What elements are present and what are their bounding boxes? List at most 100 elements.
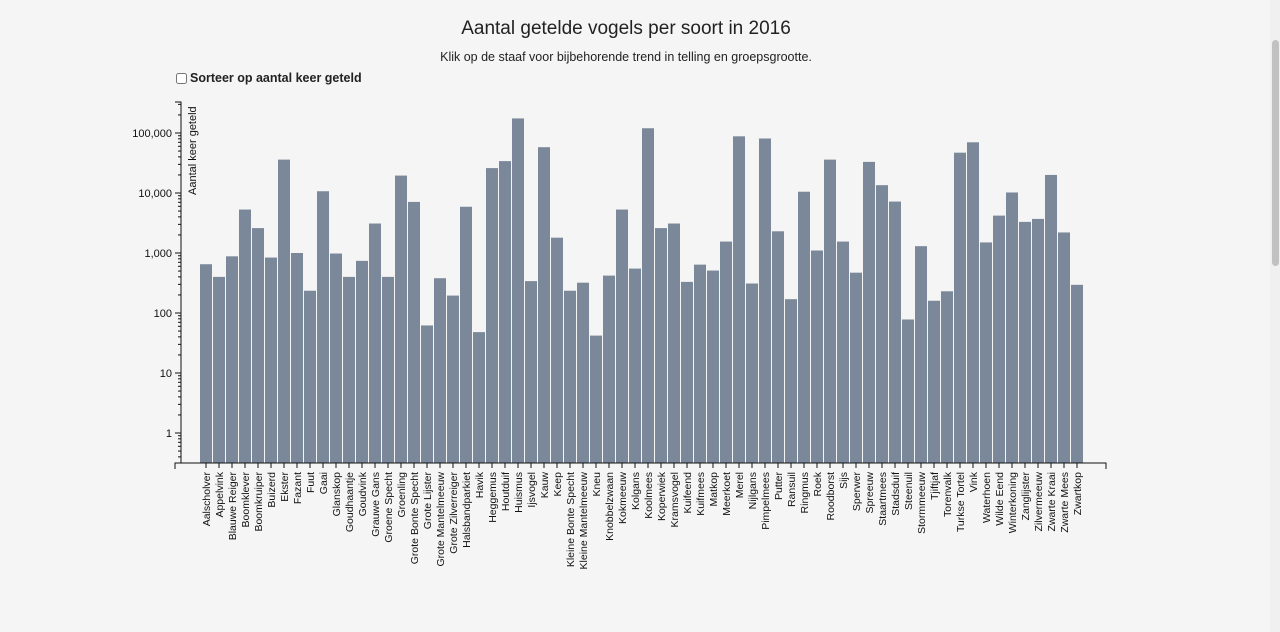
bar-heggemus[interactable] [486, 168, 498, 463]
x-tick-label: Halsbandparkiet [461, 472, 473, 548]
bar-zilvermeeuw[interactable] [1032, 218, 1044, 463]
bar-kneu[interactable] [590, 335, 602, 463]
bar-grote-lijster[interactable] [421, 325, 433, 463]
bar-nijlgans[interactable] [746, 283, 758, 463]
bar-kramsvogel[interactable] [668, 223, 680, 463]
bar-ransuil[interactable] [785, 299, 797, 463]
bar-sperwer[interactable] [850, 272, 862, 463]
bar-appelvink[interactable] [213, 276, 225, 463]
bar-ijsvogel[interactable] [525, 281, 537, 463]
bar-waterhoen[interactable] [980, 242, 992, 463]
bar-grote-mantelmeeuw[interactable] [434, 278, 446, 463]
bar-halsbandparkiet[interactable] [460, 206, 472, 463]
x-tick-label: Vink [968, 471, 980, 492]
x-tick-label: Kuifeend [682, 472, 694, 514]
chart-subtitle: Klik op de staaf voor bijbehorende trend… [440, 50, 812, 64]
x-tick-label: Koperwiek [656, 471, 668, 521]
x-tick-label: Houtduif [500, 472, 512, 511]
x-tick-label: Steenuil [903, 472, 915, 510]
x-tick-label: Appelvink [214, 471, 226, 517]
bar-grote-zilverreiger[interactable] [447, 295, 459, 463]
bar-kokmeeuw[interactable] [616, 209, 628, 463]
x-tick-label: Sperwer [851, 472, 863, 512]
bar-roek[interactable] [811, 250, 823, 463]
bar-knobbelzwaan[interactable] [603, 275, 615, 463]
scrollbar-track[interactable] [1270, 0, 1280, 632]
y-tick-label: 1,000 [144, 248, 172, 260]
bar-kolgans[interactable] [629, 268, 641, 463]
bar-merel[interactable] [733, 136, 745, 463]
bar-kuifmees[interactable] [694, 264, 706, 463]
bar-buizerd[interactable] [265, 257, 277, 463]
bar-wilde-eend[interactable] [993, 215, 1005, 463]
bar-havik[interactable] [473, 332, 485, 463]
bar-putter[interactable] [772, 231, 784, 463]
bar-kleine-mantelmeeuw[interactable] [577, 282, 589, 463]
bar-goudhaantje[interactable] [343, 276, 355, 463]
bar-turkse-tortel[interactable] [954, 152, 966, 463]
bar-houtduif[interactable] [499, 161, 511, 463]
x-tick-label: Grote Lijster [422, 471, 434, 529]
bar-fazant[interactable] [291, 253, 303, 463]
bar-koolmees[interactable] [642, 128, 654, 463]
bar-boomklever[interactable] [239, 209, 251, 463]
bar-matkop[interactable] [707, 270, 719, 463]
bar-ringmus[interactable] [798, 191, 810, 463]
x-tick-label: Meerkoet [721, 472, 733, 516]
bar-zwartkop[interactable] [1071, 284, 1083, 463]
scrollbar-thumb[interactable] [1272, 40, 1279, 266]
bar-staartmees[interactable] [876, 185, 888, 463]
bar-sijs[interactable] [837, 241, 849, 463]
x-tick-label: Kokmeeuw [617, 472, 629, 524]
x-tick-label: Buizerd [266, 472, 278, 508]
bar-vink[interactable] [967, 142, 979, 463]
bar-keep[interactable] [551, 237, 563, 463]
bar-zwarte-mees[interactable] [1058, 232, 1070, 463]
x-tick-label: Kolgans [630, 472, 642, 510]
bar-torenvalk[interactable] [941, 291, 953, 463]
bar-roodborst[interactable] [824, 159, 836, 463]
bar-kleine-bonte-specht[interactable] [564, 290, 576, 463]
x-tick-label: Kleine Mantelmeeuw [578, 472, 590, 570]
bar-boomkruiper[interactable] [252, 228, 264, 463]
bar-kauw[interactable] [538, 147, 550, 463]
x-tick-label: Kleine Bonte Specht [565, 472, 577, 567]
bar-tjiftjaf[interactable] [928, 300, 940, 463]
sort-control[interactable]: Sorteer op aantal keer geteld [176, 71, 362, 85]
x-tick-label: Havik [474, 471, 486, 498]
bar-meerkoet[interactable] [720, 241, 732, 463]
x-tick-label: Torenvalk [942, 471, 954, 517]
bar-ekster[interactable] [278, 159, 290, 463]
x-tick-label: Goudvink [357, 471, 369, 516]
x-tick-label: Wilde Eend [994, 472, 1006, 526]
x-tick-label: Kuifmees [695, 472, 707, 516]
bar-pimpelmees[interactable] [759, 138, 771, 463]
bar-stadsduif[interactable] [889, 201, 901, 463]
bar-blauwe-reiger[interactable] [226, 256, 238, 463]
x-tick-label: Glanskop [331, 472, 343, 517]
x-tick-label: Kneu [591, 472, 603, 497]
bar-winterkoning[interactable] [1006, 192, 1018, 463]
bar-stormmeeuw[interactable] [915, 246, 927, 463]
bar-steenuil[interactable] [902, 319, 914, 463]
y-axis-label: Aantal keer geteld [187, 106, 199, 195]
bar-kuifeend[interactable] [681, 281, 693, 463]
bar-huismus[interactable] [512, 118, 524, 463]
sort-checkbox[interactable] [176, 72, 187, 84]
x-tick-label: Aalscholver [201, 472, 213, 527]
bar-goudvink[interactable] [356, 260, 368, 463]
bar-spreeuw[interactable] [863, 161, 875, 463]
bar-aalscholver[interactable] [200, 264, 212, 463]
bar-koperwiek[interactable] [655, 228, 667, 463]
bar-groene-specht[interactable] [382, 276, 394, 463]
bar-grauwe-gans[interactable] [369, 223, 381, 463]
bar-gaai[interactable] [317, 191, 329, 463]
x-tick-label: Huismus [513, 472, 525, 513]
bar-glanskop[interactable] [330, 253, 342, 463]
bar-grote-bonte-specht[interactable] [408, 201, 420, 463]
bar-zwarte-kraai[interactable] [1045, 174, 1057, 463]
bar-fuut[interactable] [304, 290, 316, 463]
bar-zanglijster[interactable] [1019, 221, 1031, 463]
bar-groenling[interactable] [395, 175, 407, 463]
x-tick-label: Waterhoen [981, 472, 993, 523]
